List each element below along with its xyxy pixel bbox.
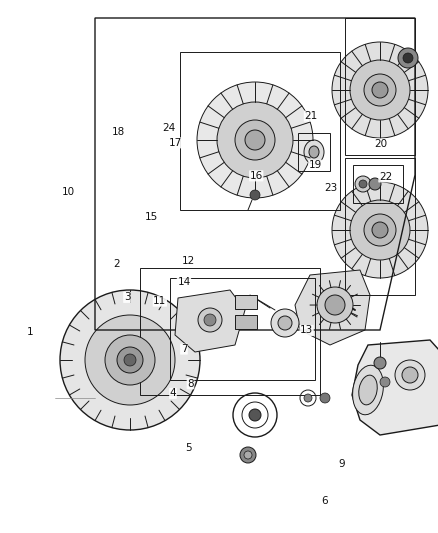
Circle shape — [249, 409, 261, 421]
Bar — [235, 315, 257, 329]
Circle shape — [317, 287, 353, 323]
Circle shape — [364, 214, 396, 246]
Circle shape — [105, 335, 155, 385]
Circle shape — [372, 222, 388, 238]
Ellipse shape — [359, 375, 377, 405]
Ellipse shape — [304, 140, 324, 164]
Circle shape — [403, 53, 413, 63]
Circle shape — [271, 309, 299, 337]
Circle shape — [355, 176, 371, 192]
Text: 12: 12 — [182, 256, 195, 266]
Circle shape — [60, 290, 200, 430]
Bar — [353, 165, 403, 203]
Ellipse shape — [353, 365, 383, 415]
Circle shape — [124, 354, 136, 366]
Circle shape — [245, 130, 265, 150]
Text: 21: 21 — [304, 111, 318, 121]
Circle shape — [278, 316, 292, 330]
Text: 14: 14 — [177, 278, 191, 287]
Circle shape — [204, 314, 216, 326]
Text: 5: 5 — [185, 443, 192, 453]
Text: 10: 10 — [61, 187, 74, 197]
Circle shape — [304, 394, 312, 402]
Text: 7: 7 — [180, 344, 187, 354]
Circle shape — [85, 315, 175, 405]
Circle shape — [117, 347, 143, 373]
Circle shape — [372, 82, 388, 98]
Circle shape — [350, 200, 410, 260]
Text: 6: 6 — [321, 496, 328, 506]
Circle shape — [350, 60, 410, 120]
Circle shape — [217, 102, 293, 178]
Text: 3: 3 — [124, 293, 131, 302]
Text: 24: 24 — [162, 123, 175, 133]
Text: 13: 13 — [300, 326, 313, 335]
Circle shape — [398, 48, 418, 68]
Circle shape — [325, 295, 345, 315]
Text: 16: 16 — [250, 171, 263, 181]
Polygon shape — [352, 340, 438, 435]
Text: 20: 20 — [374, 139, 388, 149]
Circle shape — [320, 393, 330, 403]
Circle shape — [369, 178, 381, 190]
Bar — [298, 133, 330, 171]
Text: 19: 19 — [309, 160, 322, 170]
Polygon shape — [295, 270, 370, 345]
Text: 15: 15 — [145, 213, 158, 222]
Circle shape — [402, 367, 418, 383]
Circle shape — [395, 360, 425, 390]
Circle shape — [250, 190, 260, 200]
Text: 9: 9 — [338, 459, 345, 469]
Circle shape — [235, 120, 275, 160]
Text: 8: 8 — [187, 379, 194, 389]
Circle shape — [359, 180, 367, 188]
Text: 23: 23 — [324, 183, 337, 192]
Circle shape — [364, 74, 396, 106]
Text: 18: 18 — [112, 127, 125, 137]
Circle shape — [380, 377, 390, 387]
Circle shape — [332, 42, 428, 138]
Ellipse shape — [309, 146, 319, 158]
Text: 4: 4 — [170, 389, 177, 398]
Circle shape — [332, 182, 428, 278]
Text: 22: 22 — [379, 172, 392, 182]
Circle shape — [197, 82, 313, 198]
Circle shape — [374, 357, 386, 369]
Text: 17: 17 — [169, 138, 182, 148]
Text: 11: 11 — [153, 296, 166, 306]
Text: 2: 2 — [113, 260, 120, 269]
Circle shape — [240, 447, 256, 463]
Circle shape — [198, 308, 222, 332]
Polygon shape — [175, 290, 245, 352]
Bar — [235, 295, 257, 309]
Text: 1: 1 — [26, 327, 33, 336]
Circle shape — [244, 451, 252, 459]
